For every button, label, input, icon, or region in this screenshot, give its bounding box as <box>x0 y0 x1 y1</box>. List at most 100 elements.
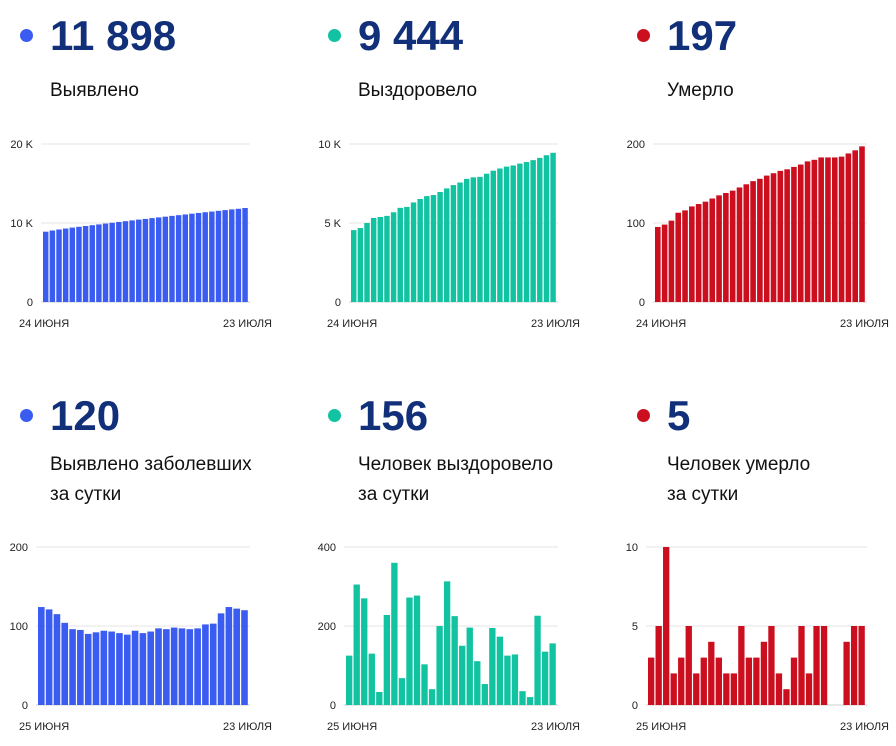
bar <box>489 627 496 705</box>
bar <box>709 198 716 302</box>
bar <box>69 227 76 302</box>
y-tick-label: 5 <box>632 621 638 633</box>
bar <box>96 224 102 302</box>
bar <box>122 221 129 302</box>
metric-label: Выявлено заболевших за сутки <box>50 450 252 510</box>
bar <box>760 641 768 705</box>
bar-chart-p2: 0 5 K 10 K 24 ИЮНЯ 23 ИЮЛЯ <box>318 139 580 330</box>
bar <box>222 210 228 302</box>
bar <box>202 624 209 705</box>
bar <box>702 201 709 302</box>
bar <box>421 664 428 705</box>
bar <box>443 581 451 705</box>
bar <box>62 228 69 302</box>
metric-label-line: за сутки <box>50 484 122 505</box>
bar <box>811 159 818 302</box>
bar <box>483 173 490 302</box>
bar <box>715 657 722 705</box>
bar <box>428 689 436 705</box>
stat-panel-p1: 11 898 Выявлено <box>0 0 290 360</box>
metric-label-line: Выздоровело <box>358 80 478 101</box>
bar <box>716 195 722 302</box>
y-tick-label: 400 <box>318 542 336 554</box>
bar <box>129 220 135 302</box>
bar <box>136 219 142 302</box>
bar <box>678 657 685 705</box>
bar <box>241 610 248 705</box>
bar <box>116 633 123 705</box>
bar <box>76 226 82 302</box>
legend-dot <box>637 29 650 42</box>
x-start-label: 25 ИЮНЯ <box>636 721 686 733</box>
bar <box>233 608 240 705</box>
bar <box>364 223 370 302</box>
bar <box>170 627 178 705</box>
bar <box>745 657 753 705</box>
bar <box>194 628 201 705</box>
bar <box>77 629 84 705</box>
y-tick-label: 200 <box>627 139 645 151</box>
bar <box>410 202 417 302</box>
bar <box>397 207 403 302</box>
bar <box>648 657 655 705</box>
bar <box>820 626 828 705</box>
bar <box>723 192 729 302</box>
y-tick-label: 0 <box>22 700 28 712</box>
bar <box>670 673 677 705</box>
metric-label-line: Человек умерло <box>667 454 811 475</box>
x-end-label: 23 ИЮЛЯ <box>531 318 580 330</box>
bar <box>235 208 242 302</box>
bar <box>768 626 775 705</box>
bar <box>45 609 53 705</box>
bar <box>843 641 850 705</box>
x-end-label: 23 ИЮЛЯ <box>223 721 272 733</box>
bar <box>376 691 383 705</box>
bar <box>804 161 811 302</box>
x-end-label: 23 ИЮЛЯ <box>840 721 889 733</box>
metric-label-line: за сутки <box>667 484 739 505</box>
bar <box>655 226 661 302</box>
bar <box>459 645 466 705</box>
bar <box>346 655 353 706</box>
x-start-label: 24 ИЮНЯ <box>19 318 69 330</box>
bar <box>723 673 730 705</box>
bar <box>162 216 169 302</box>
total-value: 156 <box>358 392 429 439</box>
bar <box>526 697 534 705</box>
y-tick-label: 20 K <box>10 139 33 151</box>
bar <box>783 689 790 705</box>
bar <box>436 626 443 705</box>
bar <box>813 626 820 705</box>
bar <box>474 661 481 705</box>
bar <box>503 166 510 302</box>
bar <box>685 626 692 705</box>
bar <box>510 165 516 302</box>
total-value: 197 <box>667 12 738 59</box>
bar <box>537 157 543 302</box>
bar <box>463 178 470 302</box>
stat-panel-p2: 9 444 Выздоровело <box>308 0 598 360</box>
bar <box>444 188 450 302</box>
metric-label-line: Выявлено <box>50 80 139 101</box>
bar <box>805 673 813 705</box>
bar <box>242 208 248 302</box>
x-start-label: 25 ИЮНЯ <box>19 721 69 733</box>
bar <box>368 653 375 705</box>
x-start-label: 25 ИЮНЯ <box>327 721 377 733</box>
bar <box>82 226 89 302</box>
bar <box>738 626 745 705</box>
bar <box>178 628 186 705</box>
legend-dot <box>637 409 650 422</box>
bar <box>470 177 477 302</box>
bar <box>791 166 797 302</box>
bar <box>377 217 384 302</box>
bar <box>693 673 700 705</box>
y-tick-label: 10 <box>626 542 638 554</box>
bar <box>149 218 155 302</box>
bar <box>838 156 845 302</box>
bar <box>225 607 233 705</box>
bar <box>852 150 858 302</box>
bar <box>797 164 804 302</box>
stat-panel-p6: 5 Человек умерло за сутки <box>617 380 896 740</box>
bar-chart-p4: 0 100 200 25 ИЮНЯ 23 ИЮЛЯ <box>10 542 272 733</box>
